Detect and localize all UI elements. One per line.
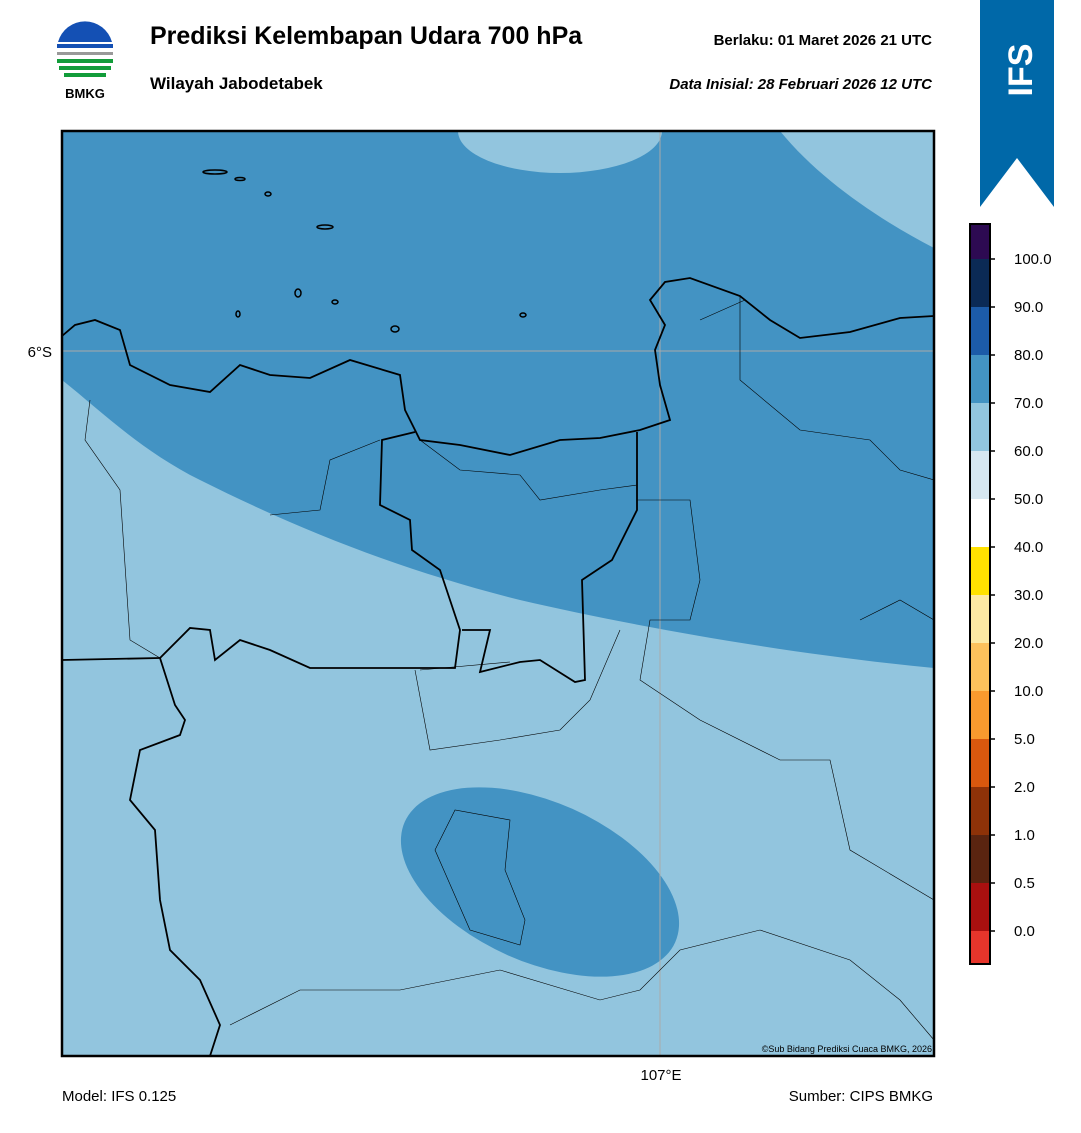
init-time: Data Inisial: 28 Februari 2026 12 UTC (669, 76, 933, 93)
logo: BMKG (57, 21, 113, 101)
colorbar-label: 80.0 (1014, 347, 1043, 364)
colorbar-segment (970, 259, 990, 307)
colorbar-label: 0.5 (1014, 875, 1035, 892)
colorbar-segment (970, 451, 990, 499)
map-frame (60, 129, 936, 1058)
lon-label: 107°E (640, 1067, 681, 1084)
colorbar-label: 40.0 (1014, 539, 1043, 556)
credit: ©Sub Bidang Prediksi Cuaca BMKG, 2026 (762, 1044, 932, 1054)
colorbar-label: 90.0 (1014, 299, 1043, 316)
colorbar-segment (970, 931, 990, 964)
badge (980, 0, 1054, 207)
colorbar-segment (970, 355, 990, 403)
logo-text: BMKG (65, 86, 105, 101)
colorbar-label: 20.0 (1014, 635, 1043, 652)
colorbar-label: 0.0 (1014, 923, 1035, 940)
source: Sumber: CIPS BMKG (789, 1088, 933, 1105)
colorbar-segment (970, 307, 990, 355)
valid-time: Berlaku: 01 Maret 2026 21 UTC (714, 32, 933, 49)
lat-label: 6°S (28, 344, 52, 361)
colorbar-segment (970, 595, 990, 643)
subtitle: Wilayah Jabodetabek (150, 74, 323, 93)
colorbar-segment (970, 835, 990, 883)
colorbar-label: 2.0 (1014, 779, 1035, 796)
colorbar-label: 50.0 (1014, 491, 1043, 508)
colorbar-label: 70.0 (1014, 395, 1043, 412)
colorbar-frame (969, 223, 991, 965)
colorbar-label: 30.0 (1014, 587, 1043, 604)
colorbar-segment (970, 499, 990, 547)
colorbar-segment (970, 224, 990, 259)
model: Model: IFS 0.125 (62, 1088, 176, 1105)
colorbar-segment (970, 883, 990, 931)
colorbar-segment (970, 787, 990, 835)
colorbar-segment (970, 403, 990, 451)
colorbar-segment (970, 691, 990, 739)
colorbar-segment (970, 739, 990, 787)
colorbar-label: 10.0 (1014, 683, 1043, 700)
colorbar-segment (970, 547, 990, 595)
colorbar-label: 1.0 (1014, 827, 1035, 844)
map: ©Sub Bidang Prediksi Cuaca BMKG, 2026 (62, 131, 934, 1056)
colorbar-segment (970, 643, 990, 691)
colorbar-label: 60.0 (1014, 443, 1043, 460)
badge-text: IFS (1002, 44, 1040, 97)
colorbar-label: 100.0 (1014, 251, 1052, 268)
colorbar: 100.0 90.0 80.0 70.0 60.0 50.0 40.0 30.0 20.0 10.… (969, 223, 1052, 965)
title: Prediksi Kelembapan Udara 700 hPa (150, 22, 583, 50)
colorbar-label: 5.0 (1014, 731, 1035, 748)
